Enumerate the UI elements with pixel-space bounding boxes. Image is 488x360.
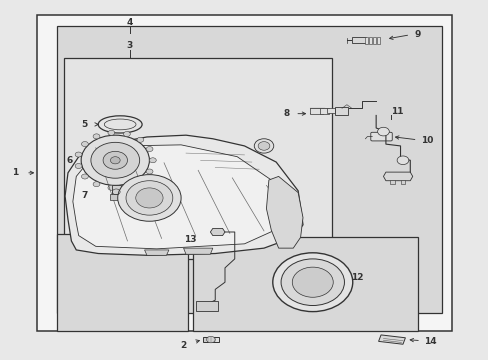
Circle shape (136, 188, 163, 208)
Circle shape (108, 185, 115, 190)
Circle shape (91, 142, 140, 178)
Bar (400, 180, 405, 184)
Circle shape (93, 182, 100, 187)
Bar (334, 107, 347, 115)
Circle shape (272, 253, 352, 312)
Circle shape (137, 137, 143, 142)
Bar (195, 301, 217, 311)
Text: 12: 12 (350, 273, 363, 282)
Bar (64, 58, 331, 259)
Text: 9: 9 (413, 30, 420, 39)
Circle shape (81, 135, 149, 185)
Polygon shape (73, 145, 285, 249)
Bar (351, 37, 366, 43)
Circle shape (206, 336, 215, 343)
Bar (327, 108, 334, 113)
Bar (57, 26, 441, 313)
Circle shape (137, 178, 143, 183)
Circle shape (108, 130, 115, 135)
Circle shape (81, 174, 88, 179)
Bar (37, 15, 451, 330)
Circle shape (123, 131, 130, 136)
Polygon shape (210, 228, 224, 235)
Text: 4: 4 (126, 18, 133, 27)
Text: 5: 5 (81, 120, 87, 129)
Text: 1: 1 (12, 168, 19, 177)
Text: 7: 7 (81, 190, 87, 199)
Bar (203, 337, 218, 342)
Circle shape (146, 147, 153, 152)
Circle shape (81, 141, 88, 147)
Text: 14: 14 (423, 337, 436, 346)
Bar (365, 37, 367, 44)
Polygon shape (183, 248, 212, 254)
Text: 8: 8 (283, 109, 289, 118)
Circle shape (103, 151, 127, 169)
Circle shape (118, 175, 181, 221)
Bar (368, 37, 371, 44)
Polygon shape (383, 172, 412, 181)
Bar (112, 185, 121, 195)
Circle shape (254, 139, 273, 153)
Bar (372, 37, 375, 44)
Polygon shape (266, 176, 303, 248)
Bar (310, 108, 322, 114)
Circle shape (396, 156, 408, 165)
Bar (389, 180, 394, 184)
Circle shape (149, 158, 156, 163)
Circle shape (110, 157, 120, 164)
Text: 6: 6 (66, 156, 73, 165)
Circle shape (258, 141, 269, 150)
Text: 11: 11 (390, 107, 403, 116)
Circle shape (93, 134, 100, 139)
Circle shape (146, 169, 153, 174)
Text: 10: 10 (420, 136, 432, 145)
Circle shape (377, 127, 388, 136)
Circle shape (75, 152, 82, 157)
Text: 13: 13 (184, 235, 196, 244)
Bar (193, 237, 417, 330)
Circle shape (126, 181, 172, 215)
Circle shape (123, 184, 130, 189)
Bar (110, 194, 122, 200)
Circle shape (292, 267, 332, 297)
Bar (57, 234, 188, 330)
Text: 3: 3 (126, 41, 133, 50)
Polygon shape (65, 135, 303, 255)
FancyBboxPatch shape (370, 132, 391, 141)
Circle shape (75, 163, 82, 168)
Bar (320, 108, 328, 114)
Text: 2: 2 (181, 341, 186, 350)
Circle shape (281, 259, 344, 306)
Polygon shape (378, 335, 405, 344)
Polygon shape (144, 250, 168, 255)
Bar (376, 37, 379, 44)
